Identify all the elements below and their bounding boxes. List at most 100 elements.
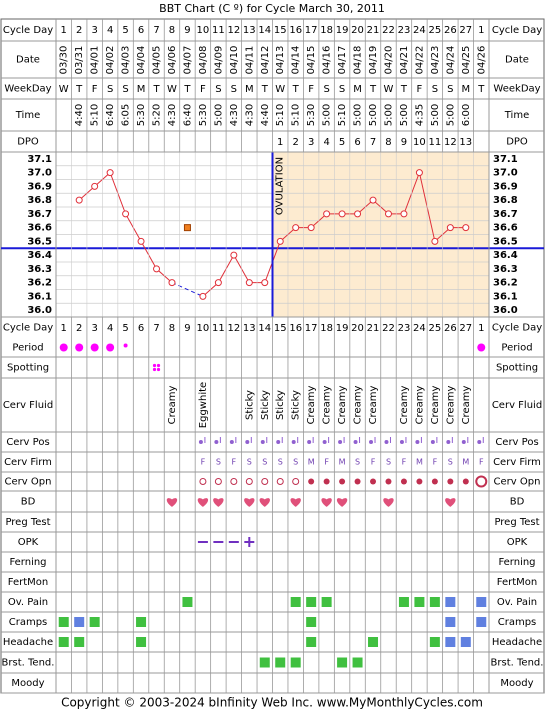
cerv-firm-label: F	[371, 458, 376, 467]
headache-row-label-right: Headache	[492, 637, 542, 648]
cerv-firm-label: S	[278, 458, 283, 467]
cycle-day-cell-2: 22	[382, 323, 395, 334]
cycle-day-cell: 2	[76, 25, 82, 36]
bd-heart-icon	[166, 498, 178, 507]
weekday-cell: W	[275, 84, 285, 95]
date-cell: 04/11	[244, 46, 255, 75]
dpo-cell: 2	[293, 137, 299, 148]
temp-tick-right: 36.2	[493, 278, 518, 289]
cramps-mark	[58, 617, 69, 627]
cerv-fluid-label: Sticky	[260, 390, 271, 420]
weekday-cell: W	[384, 84, 394, 95]
excluded-temp-point	[183, 224, 191, 232]
fertmon-row-label-left: FertMon	[8, 577, 48, 588]
cerv-firm-label: M	[416, 458, 423, 467]
dpo-row-label-right: DPO	[506, 137, 528, 148]
period-mark	[106, 343, 115, 352]
period-mark	[59, 343, 68, 352]
cerv-fluid-label: Sticky	[291, 390, 302, 420]
date-cell: 04/12	[260, 46, 271, 75]
weekday-cell: S	[432, 84, 438, 95]
temp-point	[338, 210, 346, 218]
ov-pain-mark	[476, 597, 487, 607]
cerv-pos-mark	[430, 440, 435, 444]
date-cell: 04/24	[445, 46, 456, 75]
cerv-pos-row-label-right: Cerv Pos	[495, 437, 538, 448]
weekday-cell: T	[400, 84, 408, 95]
date-cell: 04/25	[461, 46, 472, 75]
time-cell: 5:10	[337, 104, 348, 126]
temp-point	[199, 292, 207, 300]
dpo-cell: 8	[385, 137, 391, 148]
date-cell: 04/04	[136, 46, 147, 75]
weekday-cell: T	[477, 84, 485, 95]
weekday-cell: S	[122, 84, 128, 95]
cerv-opn-mark	[354, 478, 361, 485]
temp-tick-right: 36.6	[493, 223, 518, 234]
cycle-day-row-label-left: Cycle Day	[3, 25, 53, 36]
cycle-day-cell: 19	[336, 25, 349, 36]
cycle-day-cell: 13	[243, 25, 256, 36]
time-cell: 6:40	[105, 104, 116, 126]
temp-tick-right: 36.4	[493, 250, 518, 261]
cycle-day-cell-2: 8	[169, 323, 175, 334]
date-cell: 04/02	[105, 46, 116, 75]
cycle-day-row-label-right: Cycle Day	[492, 25, 542, 36]
bd-heart-icon	[290, 498, 301, 507]
cerv-opn-mark	[199, 478, 207, 485]
preg-test-row-label-right: Preg Test	[494, 517, 539, 528]
weekday-cell: F	[92, 84, 98, 95]
brst-tend-row-label-right: Brst. Tend.	[491, 658, 544, 669]
spotting-mark	[156, 367, 161, 372]
dpo-cell: 6	[354, 137, 360, 148]
date-cell: 04/10	[229, 46, 240, 75]
cerv-opn-mark	[214, 478, 222, 485]
cerv-fluid-label: Creamy	[167, 386, 178, 425]
weekday-cell: F	[200, 84, 206, 95]
time-cell: 4:30	[244, 104, 255, 126]
cycle-day-cell: 7	[153, 25, 159, 36]
cerv-fluid-label: Creamy	[399, 386, 410, 425]
cycle-day-cell-2: 2	[76, 323, 82, 334]
cramps-mark	[306, 617, 317, 627]
weekday-row-label-left: WeekDay	[4, 84, 51, 95]
cycle-day-cell: 27	[459, 25, 472, 36]
time-cell: 6:40	[182, 104, 193, 126]
date-cell: 03/31	[74, 46, 85, 75]
temp-tick-left: 36.3	[27, 264, 52, 275]
cycle-day-cell-2: 7	[153, 323, 159, 334]
cerv-firm-label: S	[355, 458, 360, 467]
weekday-cell: F	[308, 84, 314, 95]
cerv-fluid-label: Eggwhite	[198, 382, 209, 428]
cerv-firm-label: F	[433, 458, 438, 467]
bd-heart-icon	[244, 498, 255, 507]
cerv-opn-mark	[475, 475, 488, 488]
headache-mark	[136, 637, 147, 647]
spotting-row-label-left: Spotting	[7, 363, 49, 374]
temp-tick-right: 36.0	[493, 305, 518, 316]
date-cell: 04/15	[306, 46, 317, 75]
period-mark	[123, 343, 128, 348]
time-cell: 4:30	[229, 104, 240, 126]
time-cell: 5:10	[291, 104, 302, 126]
cycle-day-row-2-label-left: Cycle Day	[3, 323, 53, 334]
cerv-fluid-label: Creamy	[445, 386, 456, 425]
spotting-row-label-right: Spotting	[496, 363, 538, 374]
temp-tick-left: 36.2	[27, 278, 52, 289]
bd-heart-icon	[213, 498, 224, 507]
cycle-day-cell: 22	[382, 25, 395, 36]
temp-tick-left: 37.0	[27, 168, 52, 179]
cerv-pos-mark	[198, 440, 203, 444]
temp-gap-dashed	[171, 282, 204, 297]
preg-test-row-label-left: Preg Test	[5, 517, 50, 528]
ov-pain-row-label-right: Ov. Pain	[497, 597, 537, 608]
cerv-firm-label: F	[402, 458, 407, 467]
cerv-opn-mark	[339, 478, 346, 485]
footer-copyright: Copyright © 2003-2024 bInfinity Web Inc.…	[61, 696, 483, 710]
temp-tick-left: 36.6	[27, 223, 52, 234]
dpo-cell: 5	[339, 137, 345, 148]
cycle-day-cell: 25	[429, 25, 442, 36]
fertmon-row-label-right: FertMon	[497, 577, 537, 588]
temp-point	[168, 279, 176, 287]
cerv-pos-mark	[214, 440, 219, 444]
